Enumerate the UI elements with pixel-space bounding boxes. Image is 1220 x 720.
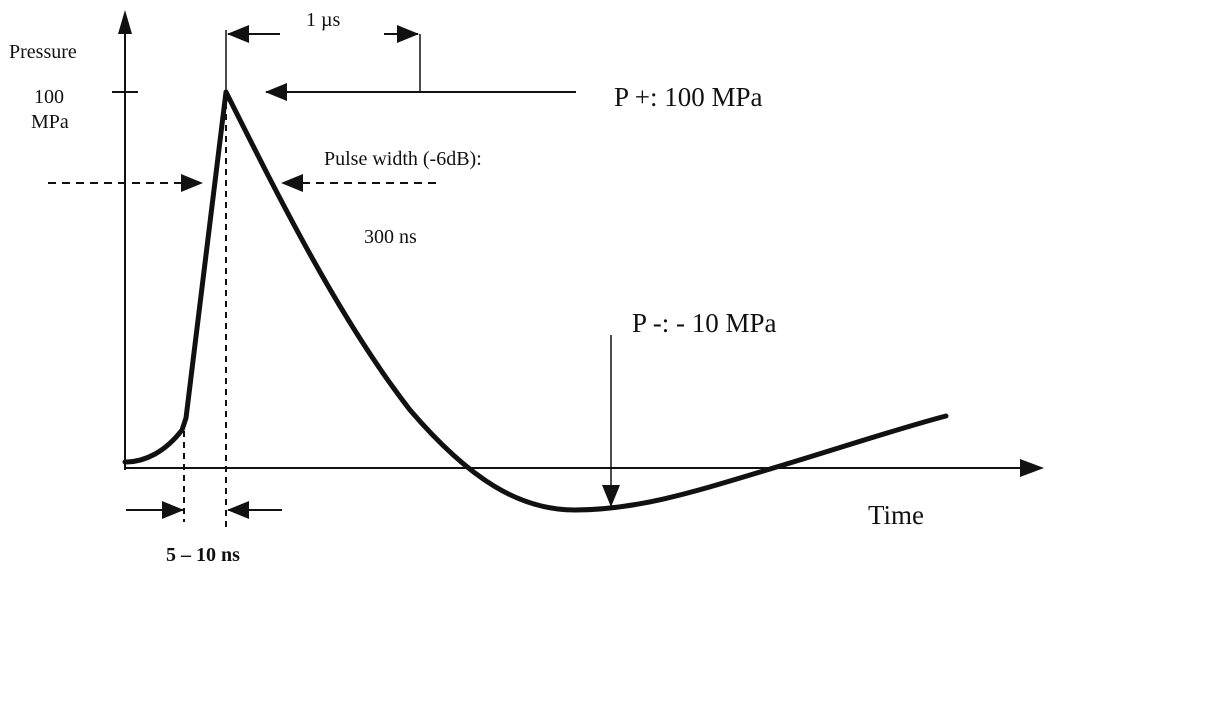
- duration-bracket: [225, 25, 421, 92]
- pressure-curve: [122, 89, 949, 513]
- x-axis-label: Time: [868, 500, 925, 530]
- pulse-width-value: 300 ns: [364, 226, 417, 248]
- y-axis-arrow-icon: [118, 10, 132, 34]
- pulse-width-label: Pulse width (-6dB):: [324, 148, 482, 170]
- y-tick-label-value: 100: [34, 86, 64, 108]
- peak-positive-label: P +: 100 MPa: [614, 82, 763, 112]
- x-axis-arrow-icon: [1020, 459, 1044, 477]
- peak-negative-label: P -: - 10 MPa: [632, 308, 777, 338]
- y-tick-label-unit: MPa: [31, 111, 69, 133]
- rise-time-label: 5 – 10 ns: [166, 544, 240, 566]
- y-axis: [112, 10, 138, 470]
- duration-label: 1 µs: [306, 9, 341, 31]
- x-axis: [125, 459, 1044, 477]
- y-axis-label: Pressure: [9, 41, 77, 63]
